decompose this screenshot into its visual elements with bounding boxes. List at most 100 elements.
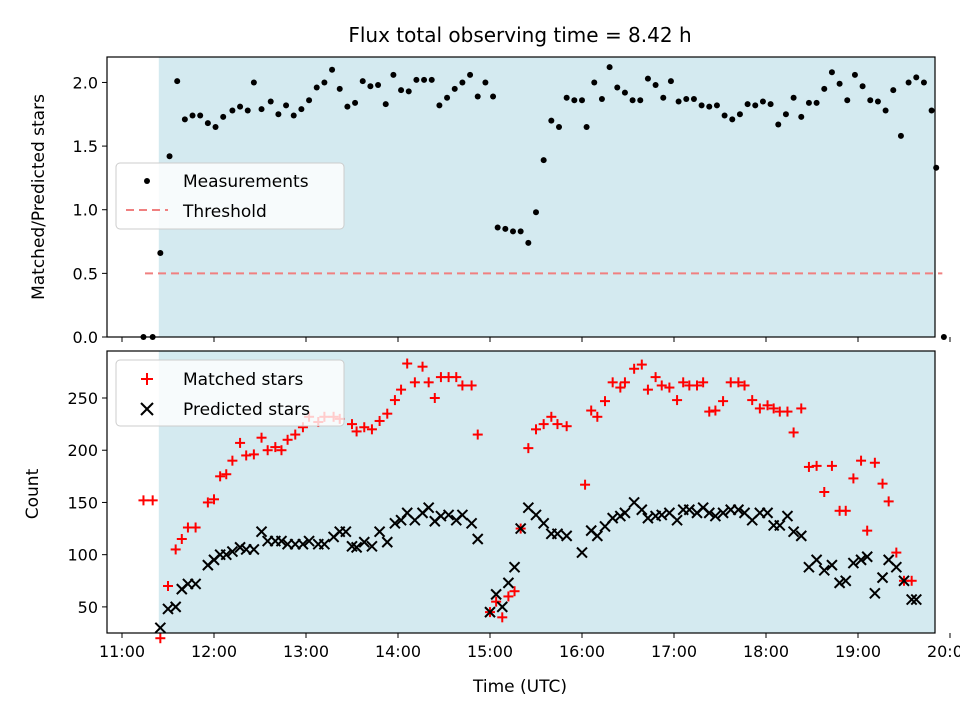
- top-measurement-point: [598, 96, 605, 102]
- bottom-y-tick-label: 250: [67, 389, 98, 408]
- matched-star-point: [862, 525, 873, 536]
- top-y-tick-label: 0.5: [73, 264, 98, 283]
- predicted-star-point: [671, 514, 683, 526]
- matched-star-point: [672, 395, 683, 406]
- top-measurement-point: [579, 97, 585, 104]
- legend-matched-label: Matched stars: [183, 370, 303, 390]
- predicted-star-b: [358, 536, 370, 548]
- predicted-star-point: [255, 525, 268, 538]
- predicted-star-b: [465, 517, 478, 530]
- top-measurement-point: [405, 88, 412, 95]
- matched-star-point: [704, 406, 715, 417]
- predicted-star-b: [619, 507, 631, 519]
- predicted-star-b: [683, 504, 696, 516]
- legend-measurements-label: Measurements: [183, 172, 309, 192]
- predicted-star-point: [297, 538, 309, 550]
- predicted-star-point: [703, 507, 715, 519]
- matched-star-point: [796, 403, 807, 414]
- predicted-star-point: [576, 546, 588, 559]
- matched-star-point: [209, 494, 219, 505]
- top-measurement-point: [867, 97, 874, 104]
- top-measurement-point: [329, 66, 336, 73]
- matched-star-point: [678, 377, 689, 388]
- predicted-star-point: [340, 525, 352, 538]
- matched-star-point: [523, 443, 534, 454]
- top-measurement-point: [237, 103, 244, 110]
- matched-star-point: [869, 457, 880, 468]
- top-measurement-point: [258, 106, 265, 113]
- predicted-star-point: [456, 509, 469, 521]
- top-measurement-point: [744, 101, 751, 108]
- predicted-star-point: [502, 577, 515, 589]
- matched-star-point: [497, 612, 508, 623]
- matched-star-point: [402, 358, 413, 369]
- predicted-star-b: [781, 510, 794, 522]
- bottom-legend: Matched stars Predicted stars: [115, 359, 345, 427]
- top-measurement-point: [683, 96, 690, 102]
- predicted-star-point: [732, 504, 745, 516]
- predicted-star-point: [861, 551, 873, 563]
- predicted-star-point: [508, 561, 521, 573]
- top-measurement-point: [494, 224, 501, 231]
- top-measurement-point: [298, 106, 305, 113]
- top-y-tick-label: 1.5: [73, 137, 98, 156]
- x-axis-label: Time (UTC): [472, 677, 567, 697]
- matched-star-point: [636, 359, 647, 370]
- top-measurement-point: [652, 82, 659, 88]
- top-measurement-point: [828, 69, 835, 76]
- predicted-star-point: [442, 509, 455, 521]
- top-measurement-point: [197, 112, 204, 119]
- matched-star-point: [227, 455, 238, 466]
- top-measurement-point: [540, 157, 547, 164]
- chart-title: Flux total observing time = 8.42 h: [348, 23, 691, 47]
- predicted-star-point: [189, 578, 202, 590]
- top-measurement-point: [336, 85, 343, 92]
- top-measurement-point: [563, 94, 570, 101]
- predicted-star-point: [275, 535, 288, 547]
- top-measurement-point: [421, 76, 428, 83]
- matched-star-point: [615, 382, 626, 393]
- top-measurement-point: [482, 79, 489, 86]
- matched-star-point: [248, 449, 259, 460]
- top-measurement-point: [157, 250, 164, 256]
- matched-star-point: [650, 372, 661, 383]
- bottom-panel: 50 100 150 200 250 11:00 12:00 13:00 14:00 15:00 1…: [67, 350, 960, 661]
- predicted-star-b: [774, 519, 786, 532]
- matched-star-point: [856, 455, 867, 466]
- top-measurement-point: [775, 121, 782, 128]
- predicted-star-point: [350, 541, 363, 554]
- matched-star-point: [147, 495, 158, 506]
- predicted-star-b: [709, 510, 722, 522]
- predicted-star-point: [389, 517, 401, 530]
- matched-star-point: [698, 377, 709, 388]
- predicted-star-point: [898, 575, 910, 587]
- matched-star-point: [409, 377, 420, 388]
- predicted-star-b: [861, 551, 873, 563]
- matched-star-point: [503, 591, 514, 602]
- predicted-star-point: [709, 510, 722, 522]
- top-measurement-point: [851, 71, 858, 78]
- predicted-star-b: [422, 501, 435, 514]
- matched-star-point: [552, 419, 563, 430]
- top-measurement-point: [451, 85, 458, 92]
- predicted-star-point: [234, 541, 246, 554]
- matched-star-point: [290, 429, 301, 440]
- matched-star-point: [891, 547, 902, 558]
- predicted-star-b: [401, 507, 413, 519]
- matched-star-point: [788, 427, 799, 438]
- predicted-star-point: [373, 525, 386, 538]
- matched-star-point: [351, 426, 362, 437]
- predicted-star-b: [297, 538, 309, 550]
- top-measurement-point: [313, 84, 320, 91]
- top-measurement-point: [390, 71, 397, 78]
- predicted-star-b: [496, 601, 508, 613]
- top-legend: Measurements Threshold: [115, 162, 345, 230]
- matched-star-point: [803, 461, 814, 472]
- matched-star-point: [262, 445, 273, 456]
- predicted-star-point: [484, 606, 496, 618]
- matched-star-point: [155, 633, 166, 644]
- top-measurement-point: [502, 225, 509, 232]
- predicted-star-b: [656, 509, 668, 521]
- matched-star-point: [848, 473, 859, 484]
- top-measurement-point: [181, 116, 188, 123]
